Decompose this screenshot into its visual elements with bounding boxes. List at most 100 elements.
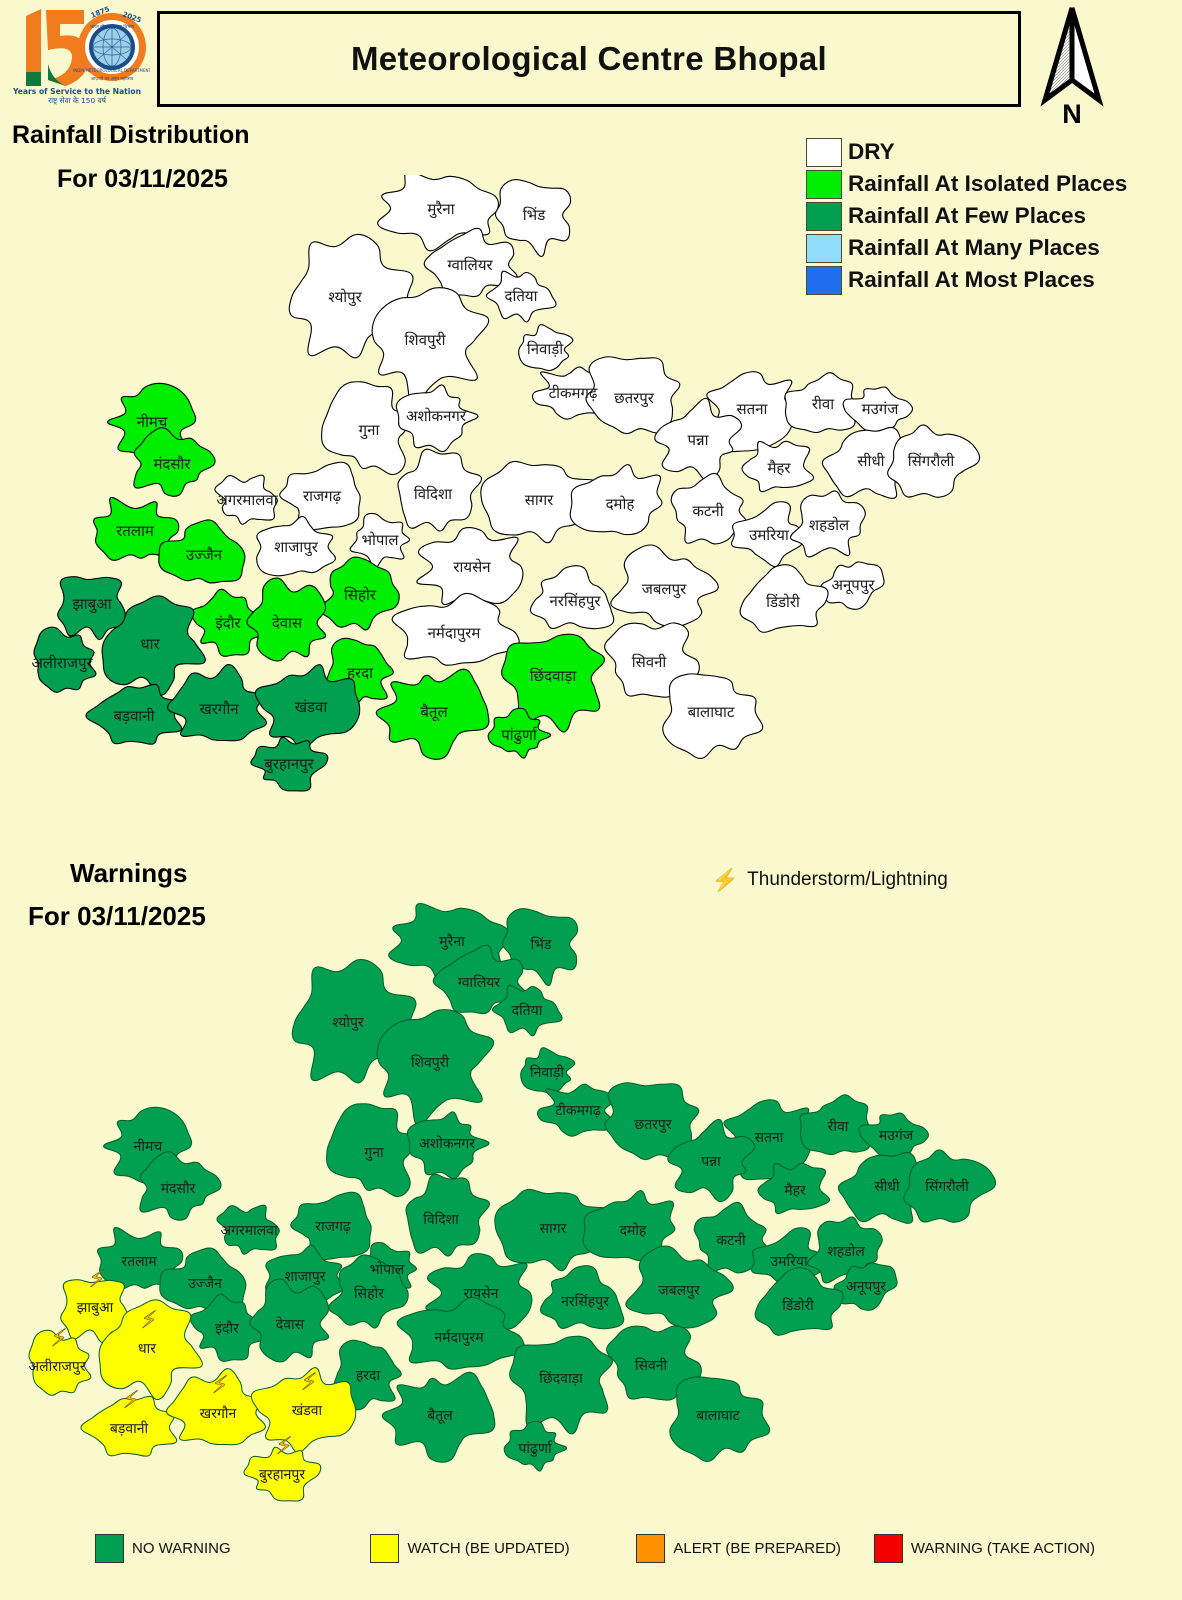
district-label: शहडोल [827,1243,865,1260]
district-label: रीवा [812,395,835,413]
legend-label-dry: DRY [848,139,895,164]
district-label: खरगौन [199,700,239,718]
logo-tagline-hi: राष्ट्र सेवा के 150 वर्ष [48,96,107,105]
lightning-bolt-icon: ⚡ [301,1368,318,1396]
district-label: मैहर [767,459,791,477]
district-shape [662,673,764,759]
district-shape [501,633,605,733]
district-shape [216,1204,280,1255]
warn-legend-item-alert: ALERT (BE PREPARED) [636,1534,873,1563]
lightning-bolt-icon: ⚡ [712,868,739,892]
district-shape [250,1367,357,1453]
district-label: श्योपुर [332,1014,364,1031]
district-shape [494,179,572,258]
district-shape [246,577,327,662]
district-label: कटनी [692,502,724,520]
district-shape [610,544,719,628]
district-shape [250,736,329,792]
warn-legend-label-watch: WATCH (BE UPDATED) [407,1540,570,1557]
district-label: बुरहानपुर [259,1467,306,1483]
legend-swatch-few [806,201,842,231]
district-shape [887,424,981,498]
district-label: निवाड़ी [527,340,564,358]
district-label: देवास [276,1316,305,1333]
lightning-bolt-icon: ⚡ [212,1371,229,1399]
legend-item-few: Rainfall At Few Places [806,200,1127,232]
district-label: नीमच [134,1138,164,1155]
district-label: सिंगरौली [908,452,956,470]
warn-legend-swatch-alert [636,1534,666,1563]
district-shape [33,626,97,693]
district-label: छतरपुर [614,389,655,408]
district-shape [133,427,216,497]
district-label: अशोकनगर [406,407,467,425]
legend-label-most: Rainfall At Most Places [848,267,1095,292]
warn-legend-swatch-watch [370,1534,400,1563]
district-shape [375,668,490,760]
warn-legend-item-watch: WATCH (BE UPDATED) [370,1534,636,1563]
district-label: छिंदवाड़ा [539,1370,583,1387]
district-label: अनूपपुर [832,576,876,595]
district-label: अनूपपुर [846,1279,886,1295]
district-shape [28,1329,92,1396]
district-shape [328,1254,409,1329]
district-label: नर्मदापुरम [434,1329,484,1346]
warn-legend-swatch-warning [873,1534,903,1563]
district-shape [376,1009,495,1126]
rainfall-caption-title: Rainfall Distribution [12,121,250,149]
district-label: मउगंज [879,1128,914,1144]
title-box: Meteorological Centre Bhopal [157,11,1021,107]
district-label: भोपाल [361,531,399,549]
district-shape [321,381,412,476]
district-label: राजगढ़ [303,487,342,505]
district-label: उज्जैन [186,546,223,564]
district-shape [349,512,411,570]
rainfall-caption-date: For 03/11/2025 [57,165,228,193]
district-label: देवास [272,614,303,632]
district-shape [739,564,829,633]
district-label: उमरिया [770,1253,808,1270]
district-label: भिंड [523,206,546,224]
district-shape [480,460,599,544]
district-shape [789,490,866,558]
district-label: भोपाल [370,1261,405,1278]
district-label: रायसेन [453,558,491,576]
district-label: छतरपुर [634,1117,671,1133]
district-shape [520,1047,576,1095]
thunderstorm-legend: ⚡ Thunderstorm/Lightning [712,869,948,891]
district-label: नरसिंहपुर [561,1293,609,1310]
district-label: बैतूल [420,703,448,722]
district-shape [249,1278,330,1363]
district-label: नर्मदापुरम [428,624,482,643]
district-label: बड़वानी [113,707,155,725]
logo-tagline-en: Years of Service to the Nation [12,87,141,96]
district-shape [279,461,361,532]
lightning-bolt-icon: ⚡ [51,1324,68,1352]
svg-text:भारत मौसम विज्ञान विभाग: भारत मौसम विज्ञान विभाग [90,23,135,30]
rainfall-distribution-map: मुरैना भिंड ग्वालियर दतिया श्योपुर शिवपुरी निव… [0,175,1010,815]
district-shape [391,592,520,666]
district-label: ग्वालियर [458,974,501,991]
district-label: दमोह [620,1222,647,1239]
district-shape [416,526,524,606]
district-shape [670,472,748,545]
district-shape [397,448,482,532]
district-label: अगरमालवा [220,1223,278,1239]
district-label: बालाघाट [688,703,735,721]
district-shape [842,386,914,434]
warn-legend-label-warning: WARNING (TAKE ACTION) [910,1540,1095,1557]
district-label: दमोह [606,495,636,513]
legend-item-isolated: Rainfall At Isolated Places [806,168,1127,200]
district-shape [396,1296,525,1370]
district-label: जबलपुर [658,1283,700,1299]
district-label: बालाघाट [696,1408,741,1424]
district-label: ग्वालियर [447,256,493,274]
district-label: डिंडोरी [766,593,801,611]
rainfall-legend: DRY Rainfall At Isolated Places Rainfall… [806,136,1127,296]
district-shape [256,515,336,577]
legend-label-few: Rainfall At Few Places [848,203,1086,228]
svg-text:आज़ादी का अमृत महोत्सव: आज़ादी का अमृत महोत्सव [91,76,134,82]
warnings-caption-date: For 03/11/2025 [28,901,206,931]
district-label: सिवनी [635,1357,668,1374]
district-label: विदिशा [423,1211,459,1228]
